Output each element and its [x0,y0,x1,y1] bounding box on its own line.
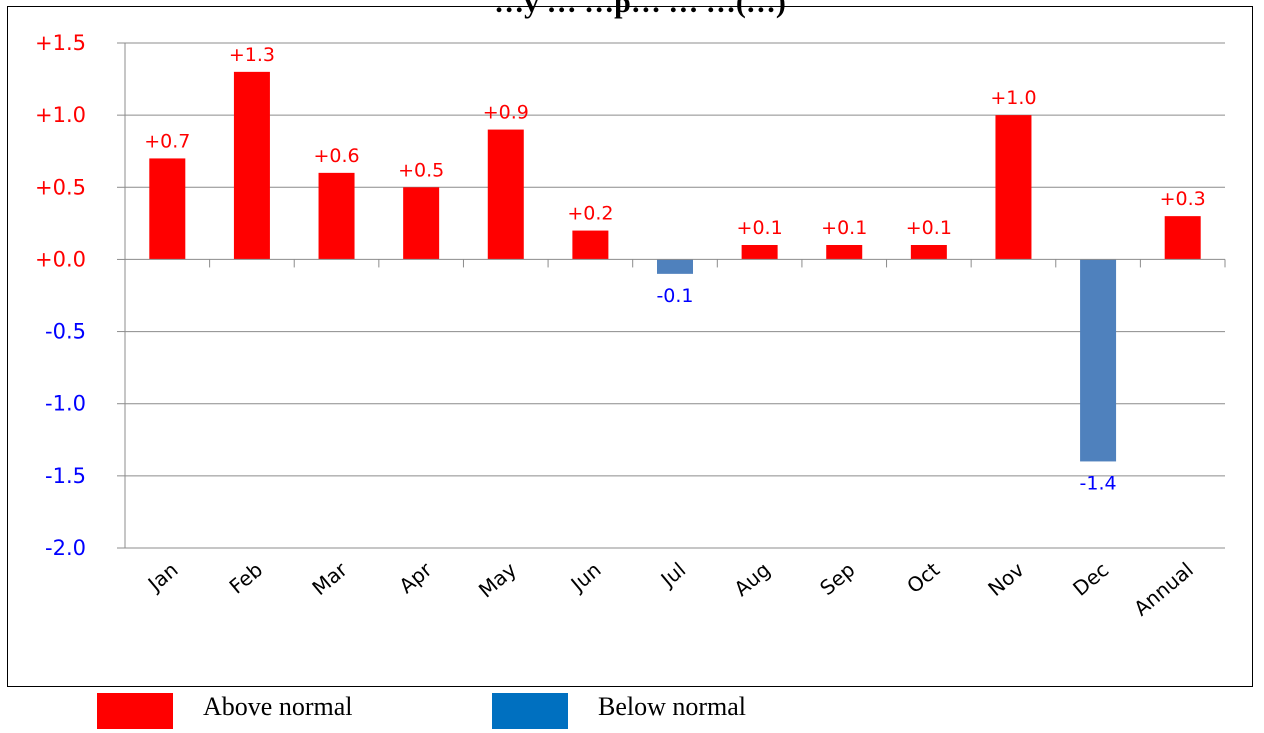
bar [1164,216,1201,260]
data-label: -0.1 [656,285,693,307]
x-tick-label: Dec [1068,557,1113,600]
bar [233,71,270,260]
bar [318,172,355,260]
legend-label-below: Below normal [598,692,747,721]
bars [149,71,1201,462]
axes [117,42,1226,549]
data-label: +1.0 [990,87,1036,109]
bar [741,245,778,260]
bar [826,245,863,260]
bar [910,245,947,260]
y-tick-label: -2.0 [45,536,86,560]
y-tick-label: +0.5 [35,175,86,199]
data-label: +0.1 [906,217,952,239]
bar [1080,259,1117,462]
y-tick-label: +1.0 [35,103,86,127]
x-tick-label: Sep [815,557,859,600]
gridlines [125,42,1225,549]
legend-item-below: Below normal [492,692,747,729]
x-tick-label: Aug [729,557,774,600]
bar [149,158,186,260]
data-label: +0.1 [737,217,783,239]
bar [657,259,693,274]
y-tick-label: -0.5 [45,320,86,344]
bar [487,129,524,260]
chart-title: …y … …p… … …(…) [494,0,786,19]
x-tick-label: Annual [1129,557,1198,620]
chart-frame [7,6,1253,687]
legend-label-above: Above normal [203,692,353,721]
data-label: +0.2 [567,203,613,225]
legend-swatch-above [97,693,173,729]
y-tick-label: -1.0 [45,392,86,416]
legend-swatch-below [492,693,568,729]
data-label: +0.7 [144,130,190,152]
y-tick-label: +1.5 [35,31,86,55]
data-label: +0.6 [313,145,359,167]
legend-item-above: Above normal [97,692,353,729]
y-tick-label: -1.5 [45,464,86,488]
x-tick-label: Jul [655,557,690,592]
x-tick-label: Jan [142,557,183,596]
data-label: -1.4 [1080,472,1117,494]
data-label: +0.3 [1160,188,1206,210]
x-tick-label: Jun [565,557,606,597]
bar [403,187,440,260]
x-tick-label: Apr [394,557,437,598]
bar [995,115,1032,260]
x-tick-label: May [474,557,521,602]
x-tick-label: Feb [225,557,268,598]
data-label: +0.5 [398,159,444,181]
x-tick-label: Mar [307,557,352,600]
y-tick-label: +0.0 [35,247,86,271]
x-tick-label: Nov [983,557,1028,601]
x-tick-label: Oct [902,557,944,598]
data-label: +0.1 [821,217,867,239]
data-label: +0.9 [483,102,529,124]
data-label: +1.3 [229,44,275,66]
bar [572,230,609,260]
